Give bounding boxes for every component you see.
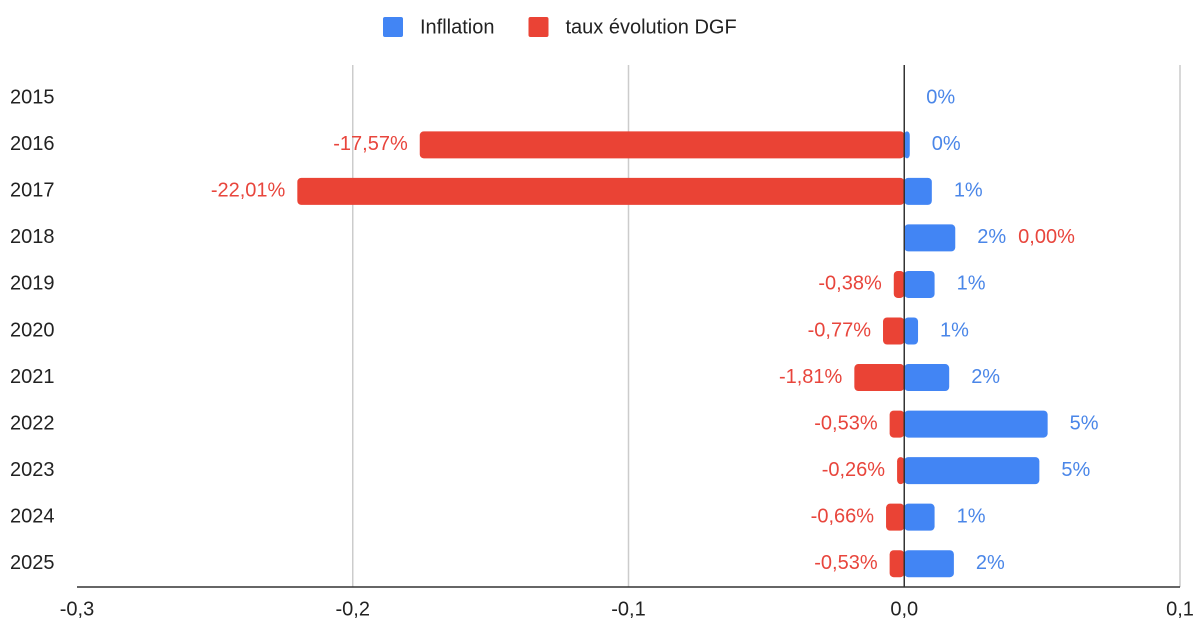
x-tick-label: 0,0 [890, 598, 918, 620]
data-label: 0% [932, 133, 961, 155]
y-tick-label: 2019 [10, 273, 55, 295]
bar [904, 224, 956, 252]
bar [904, 364, 950, 392]
bar [886, 503, 905, 531]
y-tick-label: 2022 [10, 412, 55, 434]
bar [904, 270, 935, 298]
bar [904, 131, 910, 159]
data-label: 2% [976, 552, 1005, 574]
bar [883, 317, 905, 345]
bar [854, 364, 905, 392]
y-tick-label: 2024 [10, 505, 55, 527]
data-label: -0,53% [814, 552, 878, 574]
data-label: -0,38% [818, 273, 882, 295]
bar [893, 270, 905, 298]
data-label: 5% [1070, 412, 1099, 434]
bar [419, 131, 905, 159]
y-tick-label: 2025 [10, 552, 55, 574]
data-label: 2% [977, 226, 1006, 248]
data-label: -0,66% [811, 505, 875, 527]
bar [889, 410, 905, 438]
data-label: -0,26% [822, 459, 886, 481]
y-tick-label: 2021 [10, 366, 55, 388]
bar [904, 457, 1040, 485]
data-label: -22,01% [211, 180, 286, 202]
x-tick-label: -0,2 [336, 598, 370, 620]
data-label: -0,53% [814, 412, 878, 434]
data-label: -0,77% [808, 319, 872, 341]
legend-label: Infllation [420, 16, 495, 38]
bar [904, 503, 935, 531]
bar [897, 457, 905, 485]
bar [904, 410, 1048, 438]
legend-label: taux évolution DGF [566, 16, 737, 38]
data-label: 1% [957, 505, 986, 527]
data-label: 0% [926, 87, 955, 109]
legend-swatch [383, 17, 403, 37]
data-label: 1% [940, 319, 969, 341]
bar [904, 550, 954, 578]
data-label: 2% [971, 366, 1000, 388]
data-label: -17,57% [333, 133, 408, 155]
bar [889, 550, 905, 578]
x-tick-label: -0,1 [611, 598, 645, 620]
legend-swatch [528, 17, 549, 37]
y-tick-label: 2015 [10, 87, 55, 109]
data-label: 0,00% [1018, 226, 1075, 248]
y-tick-label: 2018 [10, 226, 55, 248]
bar [904, 177, 932, 205]
data-label: 1% [957, 273, 986, 295]
y-tick-label: 2016 [10, 133, 55, 155]
y-tick-label: 2017 [10, 180, 55, 202]
x-tick-label: -0,3 [60, 598, 94, 620]
x-tick-label: 0,1 [1166, 598, 1194, 620]
data-label: -1,81% [779, 366, 843, 388]
y-tick-label: 2020 [10, 319, 55, 341]
bar [297, 177, 905, 205]
data-label: 1% [954, 180, 983, 202]
bar [904, 317, 919, 345]
y-tick-label: 2023 [10, 459, 55, 481]
data-label: 5% [1061, 459, 1090, 481]
